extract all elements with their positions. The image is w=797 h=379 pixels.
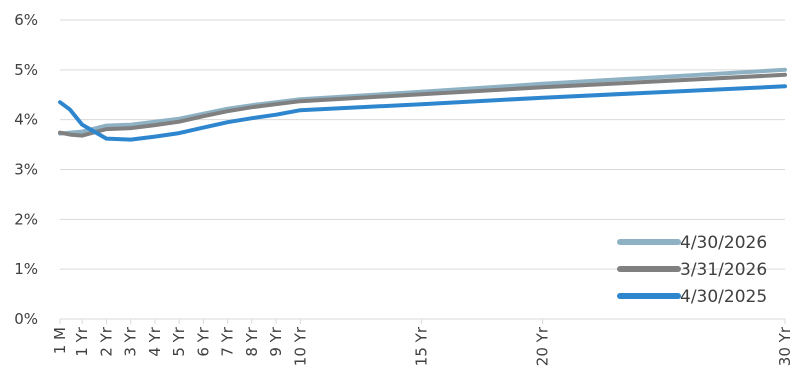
legend-label: 3/31/2026 [680, 260, 767, 280]
x-tick-label: 2 Yr [97, 326, 115, 356]
x-tick-label: 10 Yr [291, 326, 309, 366]
x-tick-label: 20 Yr [534, 326, 552, 366]
x-tick-label: 15 Yr [412, 326, 430, 366]
x-tick-label: 5 Yr [170, 326, 188, 356]
y-tick-label: 3% [14, 161, 38, 179]
legend: 4/30/2026 3/31/2026 4/30/2025 [617, 233, 767, 307]
x-tick-label: 4 Yr [146, 326, 164, 356]
series-lines [58, 67, 787, 142]
y-tick-label: 5% [14, 61, 38, 79]
y-axis-labels: 0% 1% 2% 3% 4% 5% 6% [14, 11, 38, 328]
x-tick-label: 30 Yr [776, 326, 794, 366]
legend-label: 4/30/2025 [680, 287, 767, 307]
x-tick-label: 9 Yr [267, 326, 285, 356]
y-tick-label: 6% [14, 11, 38, 29]
x-tick-label: 1 Yr [73, 326, 91, 356]
series-line-2 [58, 84, 787, 142]
y-tick-label: 1% [14, 260, 38, 278]
y-tick-label: 0% [14, 310, 38, 328]
series-line-1 [58, 72, 787, 138]
x-tick-label: 3 Yr [122, 326, 140, 356]
x-tick-label: 7 Yr [219, 326, 237, 356]
x-tick-label: 6 Yr [194, 326, 212, 356]
y-tick-label: 4% [14, 111, 38, 129]
x-tick-label: 1 M [51, 327, 69, 354]
y-tick-label: 2% [14, 210, 38, 228]
legend-label: 4/30/2026 [680, 233, 767, 253]
x-tick-label: 8 Yr [243, 326, 261, 356]
grid-lines [59, 19, 786, 324]
